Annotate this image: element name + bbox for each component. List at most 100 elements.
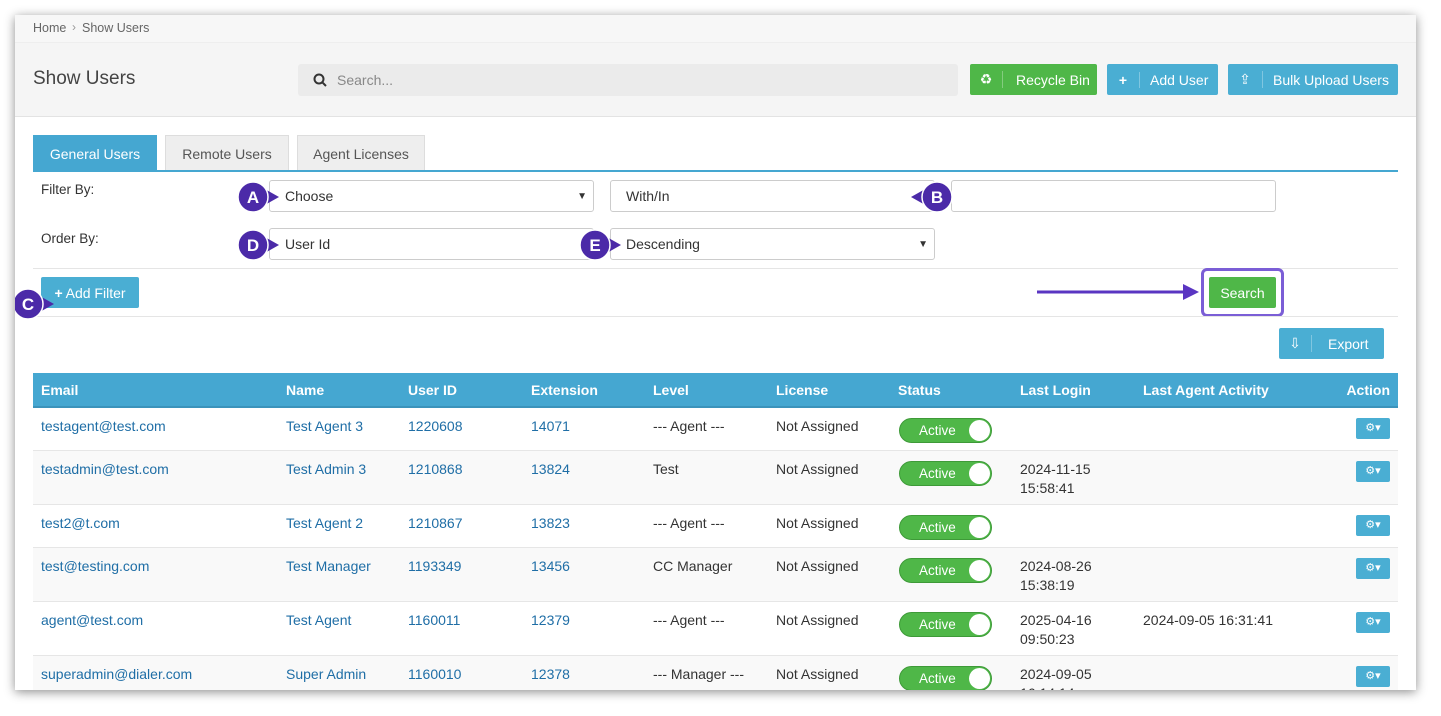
table-cell: --- Manager --- xyxy=(653,666,745,682)
button-label: Search xyxy=(1220,284,1265,301)
page-title: Show Users xyxy=(33,68,136,89)
annotation-layer: A B C D E xyxy=(15,181,1199,320)
status-toggle[interactable]: Active xyxy=(899,612,992,637)
table-cell[interactable]: 1220608 xyxy=(408,418,463,434)
table-cell: Not Assigned xyxy=(776,666,859,682)
action-button[interactable]: ⚙▾ xyxy=(1356,461,1390,482)
table-cell[interactable]: 12378 xyxy=(531,666,570,682)
table-cell: Not Assigned xyxy=(776,515,859,531)
table-cell[interactable]: Test Manager xyxy=(286,558,371,574)
recycle-icon: ♻ xyxy=(970,71,1003,88)
table-cell[interactable]: Super Admin xyxy=(286,666,367,682)
search-box[interactable]: Search... xyxy=(298,64,958,96)
filter-label: Filter By: xyxy=(41,182,95,197)
table-cell: --- Agent --- xyxy=(653,418,725,434)
toggle-label: Active xyxy=(919,466,956,481)
status-toggle[interactable]: Active xyxy=(899,666,992,690)
table-cell[interactable]: Test Agent 2 xyxy=(286,515,364,531)
table-cell: Not Assigned xyxy=(776,612,859,628)
table-cell: --- Agent --- xyxy=(653,515,725,531)
breadcrumb-link[interactable]: Home xyxy=(33,21,67,35)
button-label: Add User xyxy=(1150,71,1209,88)
search-button[interactable]: Search xyxy=(1209,277,1276,308)
table-cell[interactable]: testadmin@test.com xyxy=(41,461,169,477)
table-cell[interactable]: test2@t.com xyxy=(41,515,120,531)
table-cell[interactable]: 1193349 xyxy=(408,558,462,574)
toggle-knob xyxy=(969,614,990,635)
add-filter-button[interactable]: + Add Filter xyxy=(41,277,139,308)
button-label: Export xyxy=(1328,335,1369,352)
button-label: Recycle Bin xyxy=(1016,71,1090,88)
table-cell[interactable]: 13823 xyxy=(531,515,570,531)
toggle-label: Active xyxy=(919,563,956,578)
annotation-letter: E xyxy=(589,236,600,255)
action-button[interactable]: ⚙▾ xyxy=(1356,515,1390,536)
download-icon: ⇩ xyxy=(1279,335,1312,352)
table-cell[interactable]: Test Agent 3 xyxy=(286,418,364,434)
table-cell[interactable]: test@testing.com xyxy=(41,558,150,574)
action-button[interactable]: ⚙▾ xyxy=(1356,558,1390,579)
toggle-label: Active xyxy=(919,423,956,438)
column-header: Last Agent Activity xyxy=(1143,382,1269,398)
table-cell[interactable]: Test Agent xyxy=(286,612,352,628)
toggle-knob xyxy=(969,420,990,441)
toggle-label: Active xyxy=(919,671,956,686)
filter-operator[interactable]: With/In xyxy=(610,180,935,212)
tab[interactable]: Remote Users xyxy=(165,135,289,171)
table-cell[interactable]: testagent@test.com xyxy=(41,418,166,434)
table-cell[interactable]: 14071 xyxy=(531,418,570,434)
status-toggle[interactable]: Active xyxy=(899,461,992,486)
bulk-upload-button[interactable]: ⇪ Bulk Upload Users xyxy=(1228,64,1398,95)
action-button[interactable]: ⚙▾ xyxy=(1356,418,1390,439)
table-cell: CC Manager xyxy=(653,558,733,574)
order-label: Order By: xyxy=(41,231,99,246)
tab[interactable]: Agent Licenses xyxy=(297,135,425,171)
search-icon xyxy=(313,73,327,87)
filter-field-select[interactable]: Choose ▼ xyxy=(269,180,594,212)
table-cell: 2024-09-05 16:31:41 xyxy=(1143,612,1273,628)
button-label: Add Filter xyxy=(65,284,126,301)
action-button[interactable]: ⚙▾ xyxy=(1356,666,1390,687)
table-cell: --- Agent --- xyxy=(653,612,725,628)
table-row: agent@test.com Test Agent 1160011 12379 --- … xyxy=(33,602,1398,656)
status-toggle[interactable]: Active xyxy=(899,558,992,583)
filter-value-input[interactable] xyxy=(951,180,1276,212)
table-cell[interactable]: 1210868 xyxy=(408,461,463,477)
export-button[interactable]: ⇩ Export xyxy=(1279,328,1384,359)
table-row: test@testing.com Test Manager 1193349 13456… xyxy=(33,548,1398,602)
column-header: Level xyxy=(653,382,689,398)
column-header: Last Login xyxy=(1020,382,1091,398)
table-cell[interactable]: Test Admin 3 xyxy=(286,461,367,477)
table-cell: Not Assigned xyxy=(776,418,859,434)
table-cell[interactable]: 1210867 xyxy=(408,515,463,531)
table-row: testagent@test.com Test Agent 3 1220608 140… xyxy=(33,408,1398,451)
order-direction-select[interactable]: Descending ▼ xyxy=(610,228,935,260)
table-cell[interactable]: 12379 xyxy=(531,612,570,628)
status-toggle[interactable]: Active xyxy=(899,515,992,540)
annotation-badge xyxy=(579,229,611,261)
column-header: Action xyxy=(1346,382,1390,398)
table-cell[interactable]: 1160010 xyxy=(408,666,462,682)
toggle-knob xyxy=(969,463,990,484)
status-toggle[interactable]: Active xyxy=(899,418,992,443)
divider xyxy=(33,316,1398,317)
column-header: Extension xyxy=(531,382,598,398)
upload-icon: ⇪ xyxy=(1228,71,1263,88)
table-cell[interactable]: 13456 xyxy=(531,558,570,574)
add-user-button[interactable]: + Add User xyxy=(1107,64,1218,95)
plus-icon: + xyxy=(1107,71,1140,88)
recycle-bin-button[interactable]: ♻ Recycle Bin xyxy=(970,64,1097,95)
table-row: superadmin@dialer.com Super Admin 1160010 1… xyxy=(33,656,1398,690)
annotation-badge xyxy=(237,229,269,261)
table-cell[interactable]: superadmin@dialer.com xyxy=(41,666,193,682)
button-label: Bulk Upload Users xyxy=(1273,71,1389,88)
action-button[interactable]: ⚙▾ xyxy=(1356,612,1390,633)
order-field[interactable]: User Id xyxy=(269,228,594,260)
highlight-box xyxy=(1201,268,1284,317)
table-cell: 2024-11-15 15:58:41 xyxy=(1020,461,1091,496)
tab-active[interactable]: General Users xyxy=(33,135,157,171)
table-cell[interactable]: 13824 xyxy=(531,461,570,477)
table-cell[interactable]: 1160011 xyxy=(408,612,461,628)
table-cell[interactable]: agent@test.com xyxy=(41,612,144,628)
